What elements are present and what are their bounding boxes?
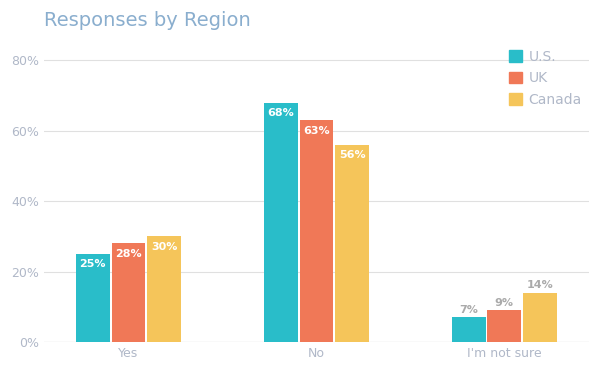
Text: 30%: 30% bbox=[151, 242, 178, 252]
Text: 14%: 14% bbox=[527, 280, 553, 290]
Text: 9%: 9% bbox=[495, 298, 514, 308]
Bar bbox=[335, 145, 369, 342]
Legend: U.S., UK, Canada: U.S., UK, Canada bbox=[509, 50, 582, 107]
Bar bbox=[299, 120, 334, 342]
Text: 28%: 28% bbox=[115, 249, 142, 259]
Bar bbox=[452, 317, 485, 342]
Bar bbox=[148, 236, 181, 342]
Text: 7%: 7% bbox=[459, 305, 478, 315]
Bar bbox=[76, 254, 110, 342]
Text: 25%: 25% bbox=[80, 259, 106, 269]
Text: Responses by Region: Responses by Region bbox=[44, 11, 251, 30]
Text: 56%: 56% bbox=[339, 150, 365, 160]
Text: 68%: 68% bbox=[268, 108, 294, 118]
Bar bbox=[487, 311, 521, 342]
Text: 63%: 63% bbox=[303, 125, 330, 135]
Bar bbox=[523, 293, 557, 342]
Bar bbox=[264, 103, 298, 342]
Bar bbox=[112, 243, 145, 342]
